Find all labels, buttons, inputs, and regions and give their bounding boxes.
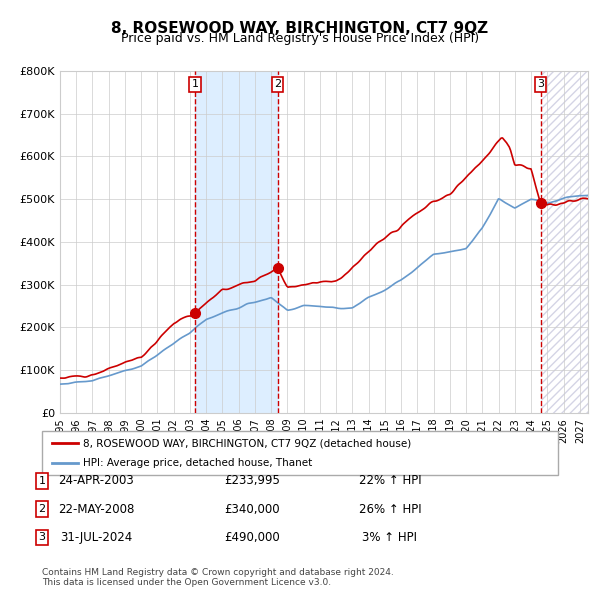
Text: 8, ROSEWOOD WAY, BIRCHINGTON, CT7 9QZ (detached house): 8, ROSEWOOD WAY, BIRCHINGTON, CT7 9QZ (d… — [83, 438, 412, 448]
Text: 22-MAY-2008: 22-MAY-2008 — [58, 503, 134, 516]
Bar — [541, 71, 588, 413]
Text: £340,000: £340,000 — [224, 503, 280, 516]
Text: 3% ↑ HPI: 3% ↑ HPI — [362, 531, 418, 544]
Text: 22% ↑ HPI: 22% ↑ HPI — [359, 474, 421, 487]
Text: £490,000: £490,000 — [224, 531, 280, 544]
Text: 8, ROSEWOOD WAY, BIRCHINGTON, CT7 9QZ: 8, ROSEWOOD WAY, BIRCHINGTON, CT7 9QZ — [112, 21, 488, 35]
Bar — [541, 71, 588, 413]
Text: 31-JUL-2024: 31-JUL-2024 — [60, 531, 132, 544]
Bar — [195, 71, 278, 413]
Text: Contains HM Land Registry data © Crown copyright and database right 2024.: Contains HM Land Registry data © Crown c… — [42, 568, 394, 577]
Text: 2: 2 — [274, 80, 281, 89]
FancyBboxPatch shape — [42, 431, 558, 475]
Text: 26% ↑ HPI: 26% ↑ HPI — [359, 503, 421, 516]
Text: £233,995: £233,995 — [224, 474, 280, 487]
Text: 3: 3 — [38, 533, 46, 542]
Text: 24-APR-2003: 24-APR-2003 — [58, 474, 134, 487]
Text: 1: 1 — [38, 476, 46, 486]
Text: HPI: Average price, detached house, Thanet: HPI: Average price, detached house, Than… — [83, 458, 313, 467]
Text: 2: 2 — [38, 504, 46, 514]
Text: Price paid vs. HM Land Registry's House Price Index (HPI): Price paid vs. HM Land Registry's House … — [121, 32, 479, 45]
Text: This data is licensed under the Open Government Licence v3.0.: This data is licensed under the Open Gov… — [42, 578, 331, 587]
Text: 1: 1 — [191, 80, 199, 89]
Text: 3: 3 — [537, 80, 544, 89]
